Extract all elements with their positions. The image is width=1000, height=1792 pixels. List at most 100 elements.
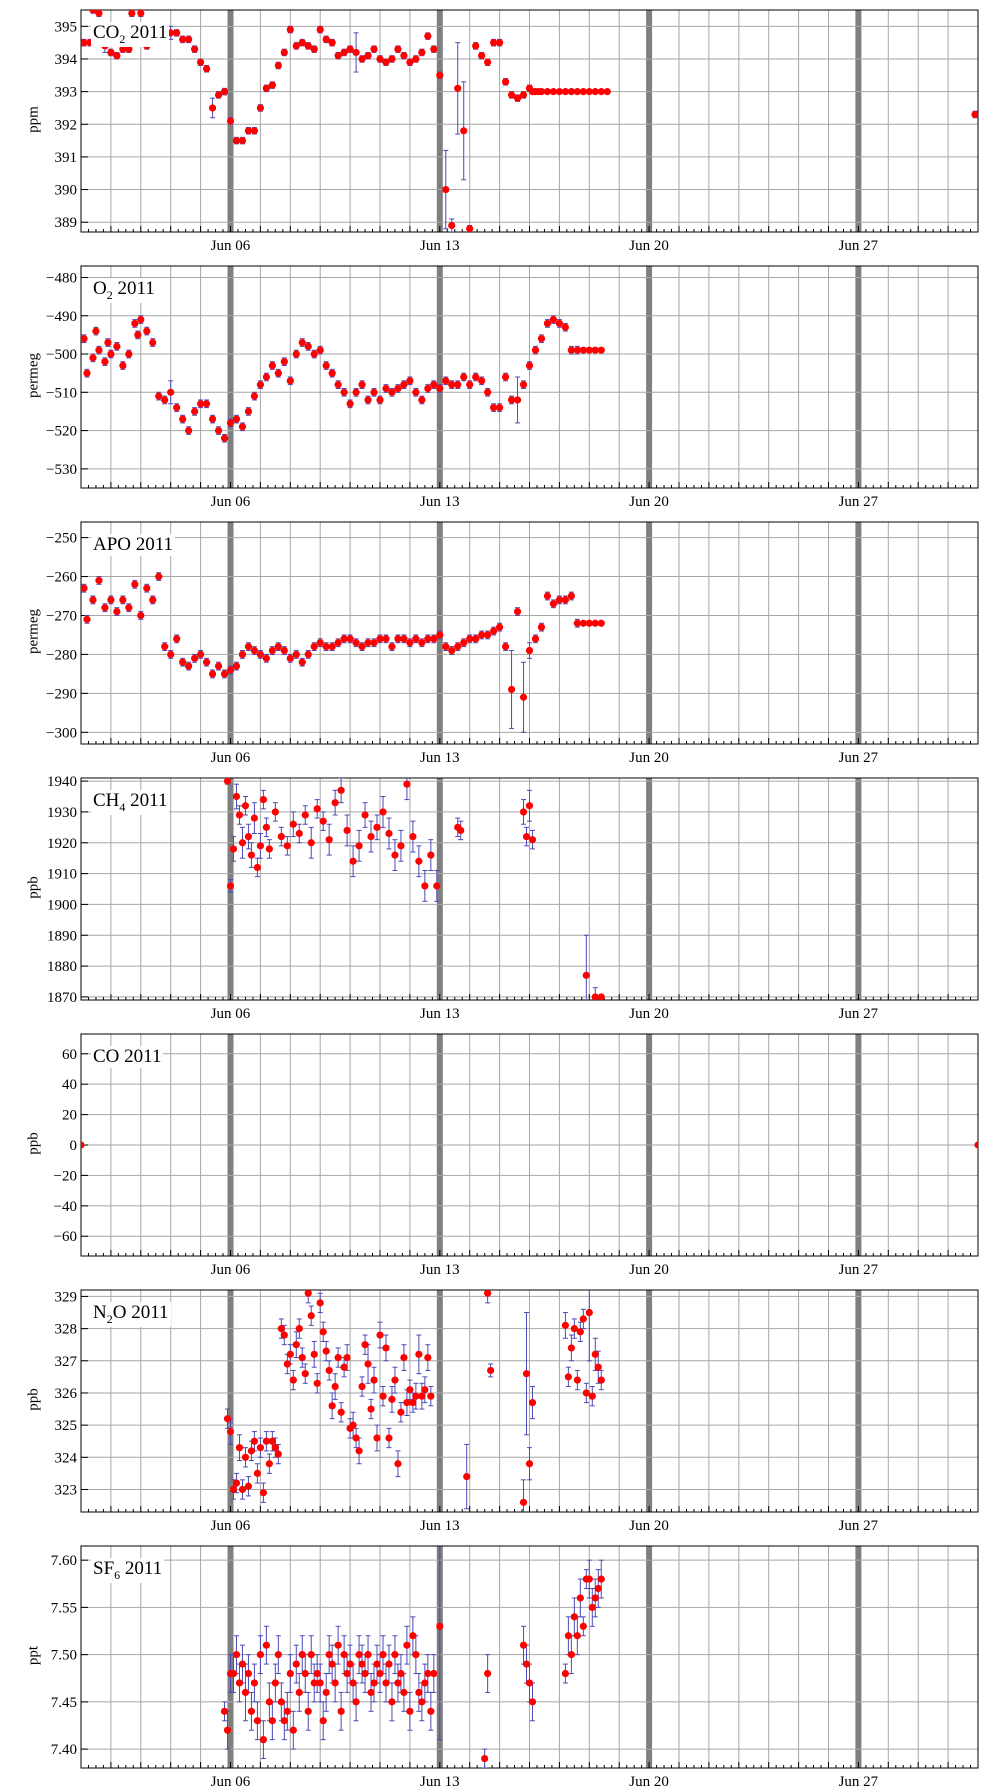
data-point — [226, 882, 235, 890]
data-point — [367, 1405, 375, 1413]
data-point — [277, 832, 285, 841]
data-point — [304, 342, 312, 350]
data-point — [355, 842, 363, 850]
data-point — [328, 643, 336, 651]
y-tick-label: −480 — [46, 270, 77, 286]
chart-panel: 7.40 7.45 7.50 7.55 7.60 Jun 06 Jun 13 Jun 20 Ju… — [0, 1536, 1000, 1792]
data-point — [340, 635, 348, 643]
data-point — [262, 654, 270, 662]
data-point — [406, 639, 414, 647]
data-point — [415, 1350, 423, 1358]
data-point — [316, 1299, 324, 1307]
data-point — [427, 851, 435, 859]
data-point — [185, 426, 193, 435]
data-point — [442, 185, 450, 194]
data-point — [223, 778, 232, 785]
data-point — [361, 811, 369, 819]
y-tick-label: −40 — [54, 1199, 77, 1215]
data-point — [307, 1651, 315, 1659]
data-point — [143, 584, 151, 592]
data-point — [391, 1651, 399, 1659]
data-point — [167, 388, 175, 396]
data-point — [528, 836, 537, 844]
data-point — [274, 1450, 282, 1458]
data-point — [256, 1651, 264, 1659]
data-point — [328, 1660, 336, 1668]
data-point — [597, 993, 605, 1000]
y-tick-label: −280 — [46, 647, 77, 663]
data-point — [406, 1386, 414, 1394]
data-point — [232, 136, 241, 145]
data-point — [328, 1402, 336, 1410]
data-point — [256, 842, 264, 850]
data-point — [334, 1641, 342, 1649]
data-point — [250, 1437, 259, 1445]
data-point — [256, 104, 264, 112]
data-point — [253, 1717, 262, 1725]
data-point — [507, 91, 516, 99]
x-tick-label: Jun 13 — [420, 750, 460, 766]
data-point — [555, 319, 564, 328]
data-point — [585, 1308, 593, 1317]
chart-svg: 323 324 325 326 327 328 329 Jun 06 Jun 13 Jun 20 J… — [55, 1289, 979, 1534]
data-point — [247, 1447, 256, 1455]
data-point — [460, 127, 468, 135]
data-point — [588, 1603, 596, 1612]
data-point — [337, 786, 345, 794]
data-point — [340, 1363, 348, 1371]
data-point — [289, 1726, 297, 1734]
data-point — [582, 971, 590, 979]
y-tick-label: −490 — [46, 309, 77, 325]
data-point — [274, 369, 282, 377]
data-point — [971, 110, 978, 119]
data-point — [436, 1622, 444, 1630]
data-point — [597, 1575, 605, 1583]
data-point — [597, 619, 605, 627]
data-point — [376, 1669, 384, 1678]
data-point — [352, 1434, 360, 1442]
data-point — [573, 1376, 581, 1384]
data-point — [490, 39, 498, 47]
data-point — [397, 1408, 405, 1416]
data-point — [525, 802, 534, 810]
data-point — [382, 1344, 390, 1352]
data-point — [83, 369, 91, 377]
data-point — [298, 338, 306, 347]
data-point — [226, 1427, 235, 1436]
y-tick-label: 325 — [55, 1418, 78, 1434]
data-point — [400, 635, 408, 643]
y-tick-label: 329 — [55, 1289, 78, 1305]
data-point — [241, 1688, 250, 1697]
data-point — [364, 52, 372, 60]
data-point — [107, 596, 115, 604]
data-point — [107, 350, 115, 358]
data-point — [334, 639, 342, 647]
data-point — [442, 377, 450, 385]
data-point — [454, 381, 462, 389]
data-point — [382, 1679, 390, 1687]
x-tick-label: Jun 06 — [211, 1774, 251, 1790]
data-point — [549, 315, 558, 324]
plot-frame — [80, 9, 979, 233]
data-point — [283, 1360, 291, 1368]
data-point — [232, 792, 241, 801]
data-point — [337, 1408, 345, 1416]
data-point — [265, 1698, 273, 1706]
data-point — [537, 335, 546, 343]
data-point — [537, 623, 546, 631]
y-axis-label: ppb — [25, 1132, 42, 1155]
data-point — [155, 392, 163, 400]
title-species: SF — [93, 1558, 115, 1579]
data-point — [403, 1399, 411, 1407]
y-tick-label: 7.50 — [51, 1648, 77, 1664]
data-point — [472, 42, 480, 50]
data-point — [268, 81, 276, 89]
data-point — [328, 39, 336, 47]
y-tick-label: 40 — [62, 1077, 77, 1093]
data-point — [131, 580, 139, 588]
data-point — [226, 419, 235, 427]
y-tick-label: 1940 — [47, 774, 77, 790]
panel-title: CO2 2011 — [91, 22, 170, 47]
data-point — [421, 1386, 429, 1394]
data-point — [149, 338, 157, 347]
